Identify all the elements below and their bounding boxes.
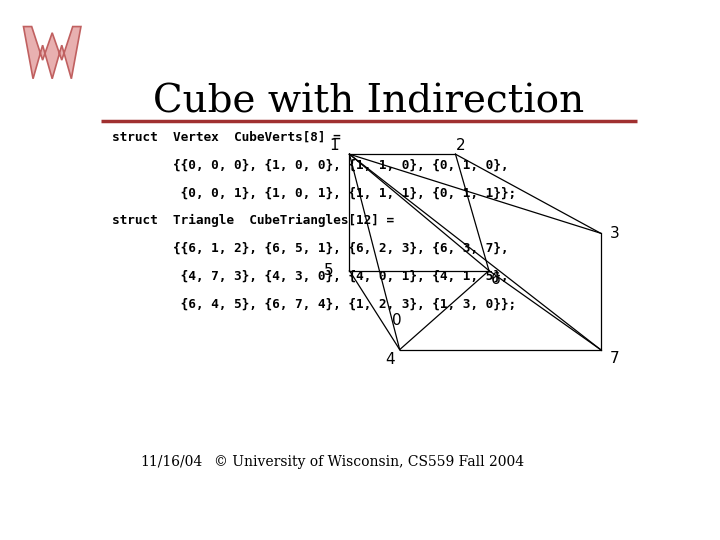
Text: 11/16/04: 11/16/04 [140,455,202,469]
Text: 0: 0 [392,313,402,328]
Text: struct  Triangle  CubeTriangles[12] =: struct Triangle CubeTriangles[12] = [112,214,395,227]
Text: struct  Vertex  CubeVerts[8] =: struct Vertex CubeVerts[8] = [112,131,341,144]
Text: 5: 5 [323,263,333,278]
Text: {{6, 1, 2}, {6, 5, 1}, {6, 2, 3}, {6, 3, 7},: {{6, 1, 2}, {6, 5, 1}, {6, 2, 3}, {6, 3,… [112,242,509,255]
Text: 7: 7 [610,352,619,366]
Text: 3: 3 [610,226,619,241]
Text: {6, 4, 5}, {6, 7, 4}, {1, 2, 3}, {1, 3, 0}};: {6, 4, 5}, {6, 7, 4}, {1, 2, 3}, {1, 3, … [112,298,516,310]
Polygon shape [24,26,81,79]
Text: 4: 4 [384,352,395,367]
Text: 2: 2 [456,138,466,152]
Text: {{0, 0, 0}, {1, 0, 0}, {1, 1, 0}, {0, 1, 0},: {{0, 0, 0}, {1, 0, 0}, {1, 1, 0}, {0, 1,… [112,158,509,171]
Text: Cube with Indirection: Cube with Indirection [153,84,585,120]
Text: 6: 6 [491,272,500,287]
Text: 1: 1 [329,138,338,152]
Text: © University of Wisconsin, CS559 Fall 2004: © University of Wisconsin, CS559 Fall 20… [214,455,524,469]
Text: {0, 0, 1}, {1, 0, 1}, {1, 1, 1}, {0, 1, 1}};: {0, 0, 1}, {1, 0, 1}, {1, 1, 1}, {0, 1, … [112,186,516,199]
Text: {4, 7, 3}, {4, 3, 0}, {4, 0, 1}, {4, 1, 5},: {4, 7, 3}, {4, 3, 0}, {4, 0, 1}, {4, 1, … [112,270,509,283]
